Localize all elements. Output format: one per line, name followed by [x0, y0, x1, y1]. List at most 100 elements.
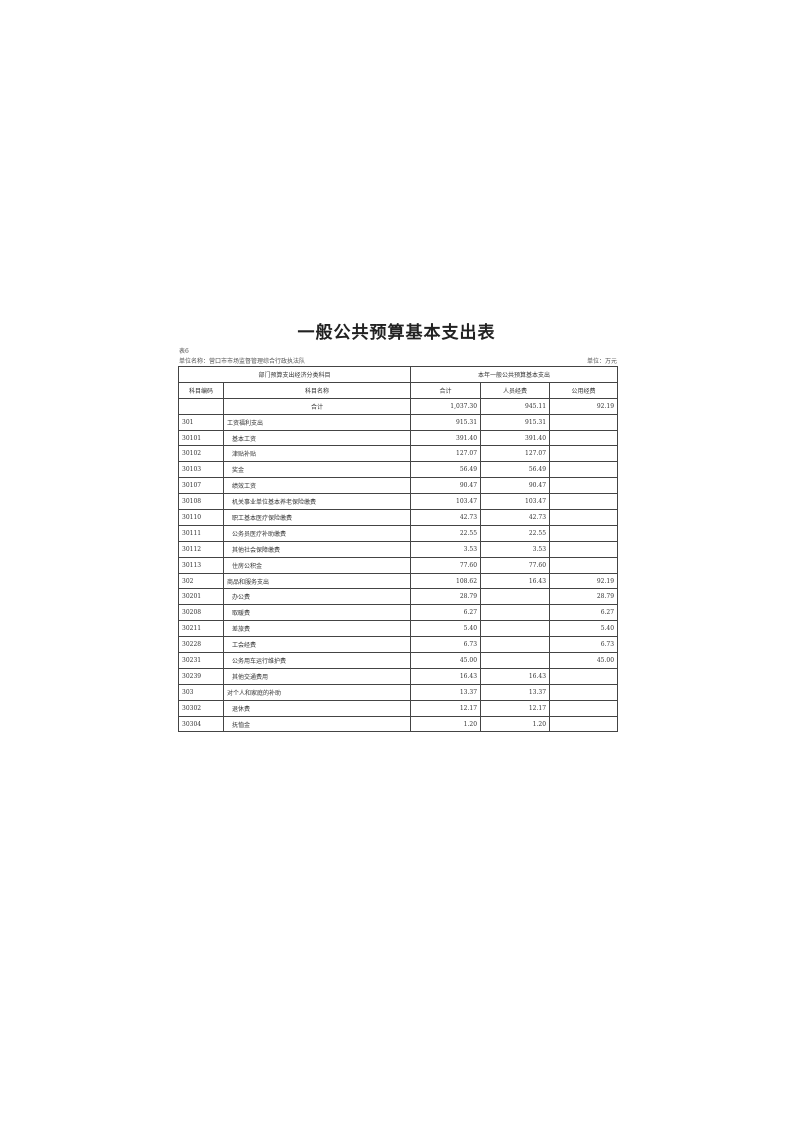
total-code	[178, 397, 224, 415]
cell-personnel	[480, 620, 551, 638]
cell-total: 391.40	[410, 429, 482, 447]
cell-code: 30201	[178, 588, 224, 606]
table-row: 30111 公务员医疗补助缴费 22.55 22.55	[178, 524, 619, 542]
cell-public	[549, 477, 619, 495]
cell-name: 其他社会保障缴费	[222, 540, 412, 558]
cell-name: 抚恤金	[222, 715, 412, 733]
cell-personnel: 1.20	[480, 715, 551, 733]
cell-public	[549, 524, 619, 542]
table-row: 30211 差旅费 5.40 5.40	[178, 620, 619, 638]
table-row: 30208 取暖费 6.27 6.27	[178, 604, 619, 622]
total-row: 合计 1,037.30 945.11 92.19	[178, 397, 619, 415]
table-row: 30231 公务用车运行维护费 45.00 45.00	[178, 652, 619, 669]
table-row: 30108 机关事业单位基本养老保险缴费 103.47 103.47	[178, 493, 619, 511]
cell-code: 30302	[178, 699, 224, 717]
cell-public: 5.40	[549, 620, 619, 638]
cell-total: 1.20	[410, 715, 482, 733]
cell-total: 127.07	[410, 445, 482, 463]
cell-public: 6.73	[549, 636, 619, 654]
cell-personnel: 16.43	[480, 572, 551, 590]
cell-personnel: 16.43	[480, 667, 551, 685]
cell-code: 30211	[178, 620, 224, 638]
cell-total: 103.47	[410, 493, 482, 511]
table-row: 30107 绩效工资 90.47 90.47	[178, 477, 619, 495]
cell-code: 303	[178, 683, 224, 701]
cell-code: 301	[178, 413, 224, 431]
table-row: 30103 奖金 56.49 56.49	[178, 461, 619, 479]
cell-personnel: 13.37	[480, 683, 551, 701]
cell-public	[549, 493, 619, 511]
table-row: 30112 其他社会保障缴费 3.53 3.53	[178, 540, 619, 558]
header-public: 公用经费	[549, 381, 619, 399]
cell-code: 30239	[178, 667, 224, 685]
cell-personnel: 42.73	[480, 509, 551, 526]
table-row: 30110 职工基本医疗保险缴费 42.73 42.73	[178, 509, 619, 526]
cell-public	[549, 445, 619, 463]
cell-total: 28.79	[410, 588, 482, 606]
cell-name: 公务用车运行维护费	[222, 652, 412, 669]
cell-name: 基本工资	[222, 429, 412, 447]
total-public: 92.19	[549, 397, 619, 415]
cell-total: 22.55	[410, 524, 482, 542]
cell-personnel: 103.47	[480, 493, 551, 511]
cell-personnel: 391.40	[480, 429, 551, 447]
cell-name: 办公费	[222, 588, 412, 606]
header-row: 科目编码 科目名称 合计 人员经费 公用经费	[178, 381, 619, 399]
cell-code: 30107	[178, 477, 224, 495]
cell-name: 商品和服务支出	[222, 572, 412, 590]
cell-code: 30208	[178, 604, 224, 622]
cell-personnel: 915.31	[480, 413, 551, 431]
cell-total: 6.27	[410, 604, 482, 622]
table-row: 30201 办公费 28.79 28.79	[178, 588, 619, 606]
cell-name: 公务员医疗补助缴费	[222, 524, 412, 542]
cell-public	[549, 429, 619, 447]
cell-code: 30231	[178, 652, 224, 669]
cell-public	[549, 461, 619, 479]
table-row: 30302 退休费 12.17 12.17	[178, 699, 619, 717]
table-row: 30102 津贴补贴 127.07 127.07	[178, 445, 619, 463]
cell-code: 30108	[178, 493, 224, 511]
cell-personnel: 77.60	[480, 556, 551, 574]
table-row: 30304 抚恤金 1.20 1.20	[178, 715, 619, 733]
cell-code: 30110	[178, 509, 224, 526]
table-row: 30228 工会经费 6.73 6.73	[178, 636, 619, 654]
cell-name: 职工基本医疗保险缴费	[222, 509, 412, 526]
cell-code: 30101	[178, 429, 224, 447]
cell-total: 56.49	[410, 461, 482, 479]
total-label: 合计	[222, 397, 412, 415]
cell-public	[549, 413, 619, 431]
cell-total: 915.31	[410, 413, 482, 431]
cell-public	[549, 540, 619, 558]
table-row: 302 商品和服务支出 108.62 16.43 92.19	[178, 572, 619, 590]
table-row: 303 对个人和家庭的补助 13.37 13.37	[178, 683, 619, 701]
header-group-row: 部门预算支出经济分类科目 本年一般公共预算基本支出	[177, 366, 619, 383]
cell-total: 12.17	[410, 699, 482, 717]
cell-personnel: 56.49	[480, 461, 551, 479]
cell-personnel	[480, 636, 551, 654]
cell-code: 30111	[178, 524, 224, 542]
header-total: 合计	[410, 381, 482, 399]
cell-personnel	[480, 588, 551, 606]
cell-name: 对个人和家庭的补助	[222, 683, 412, 701]
cell-public: 92.19	[549, 572, 619, 590]
cell-total: 3.53	[410, 540, 482, 558]
cell-personnel	[480, 652, 551, 669]
cell-public	[549, 556, 619, 574]
table-row: 30113 住房公积金 77.60 77.60	[178, 556, 619, 574]
header-code: 科目编码	[178, 381, 224, 399]
cell-personnel: 3.53	[480, 540, 551, 558]
cell-public	[549, 667, 619, 685]
header-group-left: 部门预算支出经济分类科目	[177, 366, 412, 383]
cell-total: 45.00	[410, 652, 482, 669]
cell-personnel: 127.07	[480, 445, 551, 463]
unit-name: 单位名称：营口市市场监督管理综合行政执法队	[179, 358, 306, 365]
cell-total: 77.60	[410, 556, 482, 574]
table-row: 301 工资福利支出 915.31 915.31	[178, 413, 619, 431]
cell-public	[549, 683, 619, 701]
cell-public	[549, 509, 619, 526]
cell-name: 工资福利支出	[222, 413, 412, 431]
cell-code: 302	[178, 572, 224, 590]
cell-name: 差旅费	[222, 620, 412, 638]
cell-name: 退休费	[222, 699, 412, 717]
cell-total: 108.62	[410, 572, 482, 590]
